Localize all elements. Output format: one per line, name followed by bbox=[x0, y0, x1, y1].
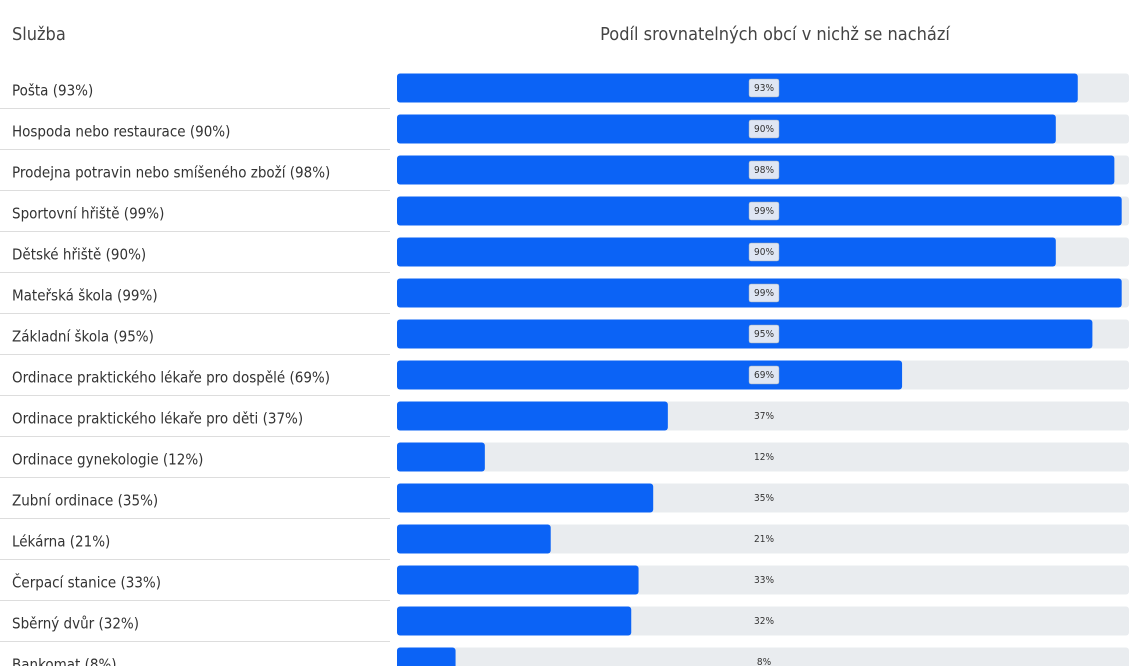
bar bbox=[397, 483, 654, 513]
category-label: Ordinace praktického lékaře pro děti (37… bbox=[12, 410, 303, 428]
category-label: Bankomat (8%) bbox=[12, 656, 117, 667]
category-label: Mateřská škola (99%) bbox=[12, 287, 158, 305]
category-label: Ordinace praktického lékaře pro dospělé … bbox=[12, 369, 330, 387]
value-label-box bbox=[748, 201, 780, 221]
category-label: Sportovní hřiště (99%) bbox=[12, 205, 164, 223]
value-label-box bbox=[748, 242, 780, 262]
value-label: 93% bbox=[754, 83, 774, 94]
value-label: 69% bbox=[754, 370, 774, 381]
value-header: Podíl srovnatelných obcí v nichž se nach… bbox=[600, 24, 950, 45]
value-label-box bbox=[748, 365, 780, 385]
value-label-box bbox=[748, 160, 780, 180]
bar bbox=[397, 647, 456, 670]
bar bbox=[397, 606, 632, 636]
category-label: Pošta (93%) bbox=[12, 82, 93, 100]
value-label: 95% bbox=[754, 329, 774, 340]
bar-track bbox=[397, 647, 1129, 670]
bar bbox=[397, 401, 668, 431]
value-label: 8% bbox=[757, 657, 772, 666]
value-label-box bbox=[748, 119, 780, 139]
category-header: Služba bbox=[12, 24, 66, 45]
bar bbox=[397, 360, 903, 390]
category-label: Hospoda nebo restaurace (90%) bbox=[12, 123, 230, 141]
category-label: Čerpací stanice (33%) bbox=[12, 573, 161, 592]
value-label-box bbox=[748, 283, 780, 303]
value-label: 12% bbox=[754, 452, 774, 463]
value-label: 35% bbox=[754, 493, 774, 504]
bar bbox=[397, 565, 639, 595]
bar-track bbox=[397, 442, 1129, 472]
bar bbox=[397, 442, 485, 472]
category-label: Zubní ordinace (35%) bbox=[12, 492, 158, 510]
value-label: 98% bbox=[754, 165, 774, 176]
category-label: Ordinace gynekologie (12%) bbox=[12, 451, 203, 469]
category-label: Dětské hřiště (90%) bbox=[12, 246, 146, 264]
bar bbox=[397, 114, 1056, 144]
value-label: 33% bbox=[754, 575, 774, 586]
bar bbox=[397, 73, 1078, 103]
category-label: Sběrný dvůr (32%) bbox=[12, 615, 139, 633]
value-label-box bbox=[748, 78, 780, 98]
value-label: 21% bbox=[754, 534, 774, 545]
category-label: Základní škola (95%) bbox=[12, 328, 154, 346]
bar-track bbox=[397, 524, 1129, 554]
value-label: 32% bbox=[754, 616, 774, 627]
category-label: Prodejna potravin nebo smíšeného zboží (… bbox=[12, 164, 330, 182]
value-label: 37% bbox=[754, 411, 774, 422]
value-label: 90% bbox=[754, 124, 774, 135]
value-label: 99% bbox=[754, 288, 774, 299]
bar bbox=[397, 237, 1056, 267]
value-label-box bbox=[748, 324, 780, 344]
bar bbox=[397, 319, 1093, 349]
value-label: 99% bbox=[754, 206, 774, 217]
value-label: 90% bbox=[754, 247, 774, 258]
bar bbox=[397, 524, 551, 554]
category-label: Lékárna (21%) bbox=[12, 533, 110, 551]
